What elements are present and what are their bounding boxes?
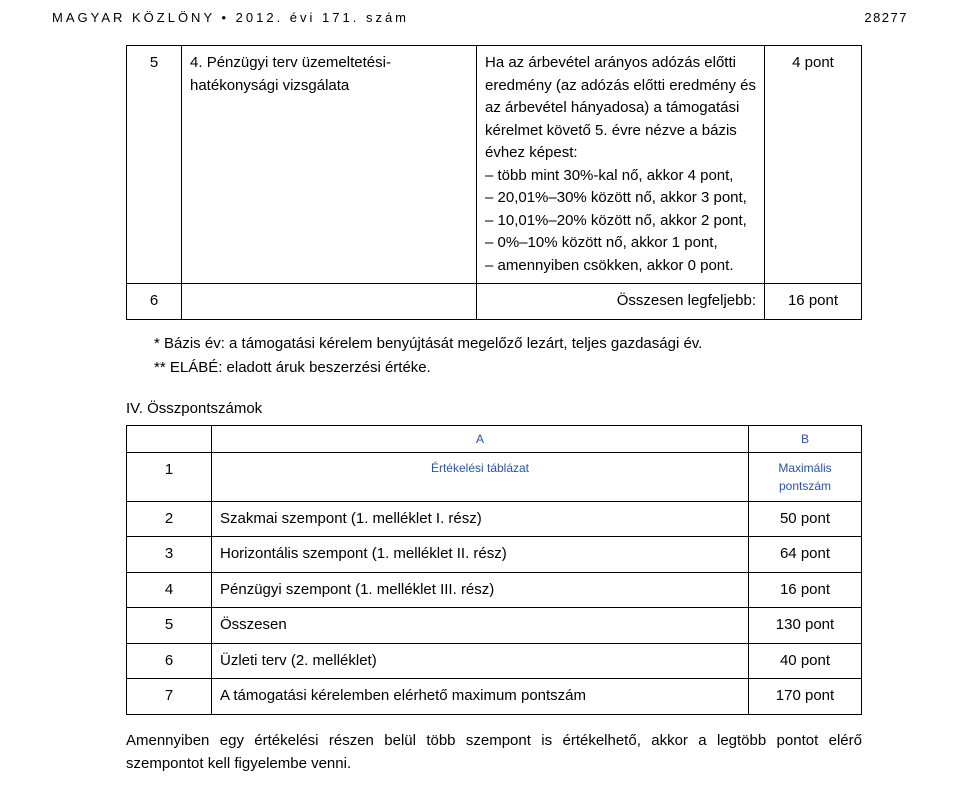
desc-bullet: – 20,01%–30% között nő, akkor 3 pont, xyxy=(485,189,747,206)
row-number: 5 xyxy=(127,608,212,644)
row-points: 130 pont xyxy=(749,608,862,644)
row-points: 4 pont xyxy=(765,46,862,284)
row-description: Összesen legfeljebb: xyxy=(477,284,765,320)
table-row: 2 Szakmai szempont (1. melléklet I. rész… xyxy=(127,501,862,537)
column-header: Értékelési táblázat xyxy=(212,452,749,501)
row-number: 6 xyxy=(127,284,182,320)
row-number: 7 xyxy=(127,679,212,715)
row-points: 50 pont xyxy=(749,501,862,537)
column-letter: B xyxy=(749,425,862,452)
row-points: 16 pont xyxy=(765,284,862,320)
row-label: Üzleti terv (2. melléklet) xyxy=(212,643,749,679)
row-label: Horizontális szempont (1. melléklet II. … xyxy=(212,537,749,573)
desc-bullet: – több mint 30%-kal nő, akkor 4 pont, xyxy=(485,167,733,184)
desc-bullet: – 0%–10% között nő, akkor 1 pont, xyxy=(485,234,718,251)
table-row: 6 Üzleti terv (2. melléklet) 40 pont xyxy=(127,643,862,679)
row-label: Összesen xyxy=(212,608,749,644)
footnote-line: ** ELÁBÉ: eladott áruk beszerzési értéke… xyxy=(154,356,862,380)
table-row: 5 4. Pénzügyi terv üzemeltetési-hatékony… xyxy=(127,46,862,284)
score-table: A B 1 Értékelési táblázat Maximális pont… xyxy=(126,425,862,715)
table-row: 3 Horizontális szempont (1. melléklet II… xyxy=(127,537,862,573)
table-row: 4 Pénzügyi szempont (1. melléklet III. r… xyxy=(127,572,862,608)
row-points: 40 pont xyxy=(749,643,862,679)
footnote-line: * Bázis év: a támogatási kérelem benyújt… xyxy=(154,332,862,356)
page-content: 5 4. Pénzügyi terv üzemeltetési-hatékony… xyxy=(0,35,960,785)
row-points: 64 pont xyxy=(749,537,862,573)
footer-paragraph: Amennyiben egy értékelési részen belül t… xyxy=(126,729,862,776)
table-row: 5 Összesen 130 pont xyxy=(127,608,862,644)
row-points: 170 pont xyxy=(749,679,862,715)
row-label: Pénzügyi szempont (1. melléklet III. rés… xyxy=(212,572,749,608)
blank-cell xyxy=(127,425,212,452)
section-title: IV. Összpontszámok xyxy=(126,400,862,417)
row-title-cell xyxy=(182,284,477,320)
desc-bullet: – 10,01%–20% között nő, akkor 2 pont, xyxy=(485,212,747,229)
evaluation-table: 5 4. Pénzügyi terv üzemeltetési-hatékony… xyxy=(126,45,862,320)
row-points: 16 pont xyxy=(749,572,862,608)
row-number: 1 xyxy=(127,452,212,501)
row-description: Ha az árbevétel arányos adózás előtti er… xyxy=(477,46,765,284)
row-number: 5 xyxy=(127,46,182,284)
header-left: MAGYAR KÖZLÖNY • 2012. évi 171. szám xyxy=(52,10,409,25)
table-row: 6 Összesen legfeljebb: 16 pont xyxy=(127,284,862,320)
column-letter-row: A B xyxy=(127,425,862,452)
desc-bullet: – amennyiben csökken, akkor 0 pont. xyxy=(485,257,733,274)
table-row: 7 A támogatási kérelemben elérhető maxim… xyxy=(127,679,862,715)
row-label: Szakmai szempont (1. melléklet I. rész) xyxy=(212,501,749,537)
row-subnum: 4. xyxy=(190,54,203,71)
row-number: 2 xyxy=(127,501,212,537)
row-title: Pénzügyi terv üzemeltetési-hatékonysági … xyxy=(190,54,391,94)
column-letter: A xyxy=(212,425,749,452)
column-header: Maximális pontszám xyxy=(749,452,862,501)
page-header: MAGYAR KÖZLÖNY • 2012. évi 171. szám 282… xyxy=(0,0,960,35)
row-number: 4 xyxy=(127,572,212,608)
row-number: 6 xyxy=(127,643,212,679)
header-row: 1 Értékelési táblázat Maximális pontszám xyxy=(127,452,862,501)
row-label: A támogatási kérelemben elérhető maximum… xyxy=(212,679,749,715)
row-number: 3 xyxy=(127,537,212,573)
desc-intro: Ha az árbevétel arányos adózás előtti er… xyxy=(485,54,756,161)
header-page-number: 28277 xyxy=(864,10,908,25)
row-title-cell: 4. Pénzügyi terv üzemeltetési-hatékonysá… xyxy=(182,46,477,284)
footnotes: * Bázis év: a támogatási kérelem benyújt… xyxy=(154,332,862,380)
